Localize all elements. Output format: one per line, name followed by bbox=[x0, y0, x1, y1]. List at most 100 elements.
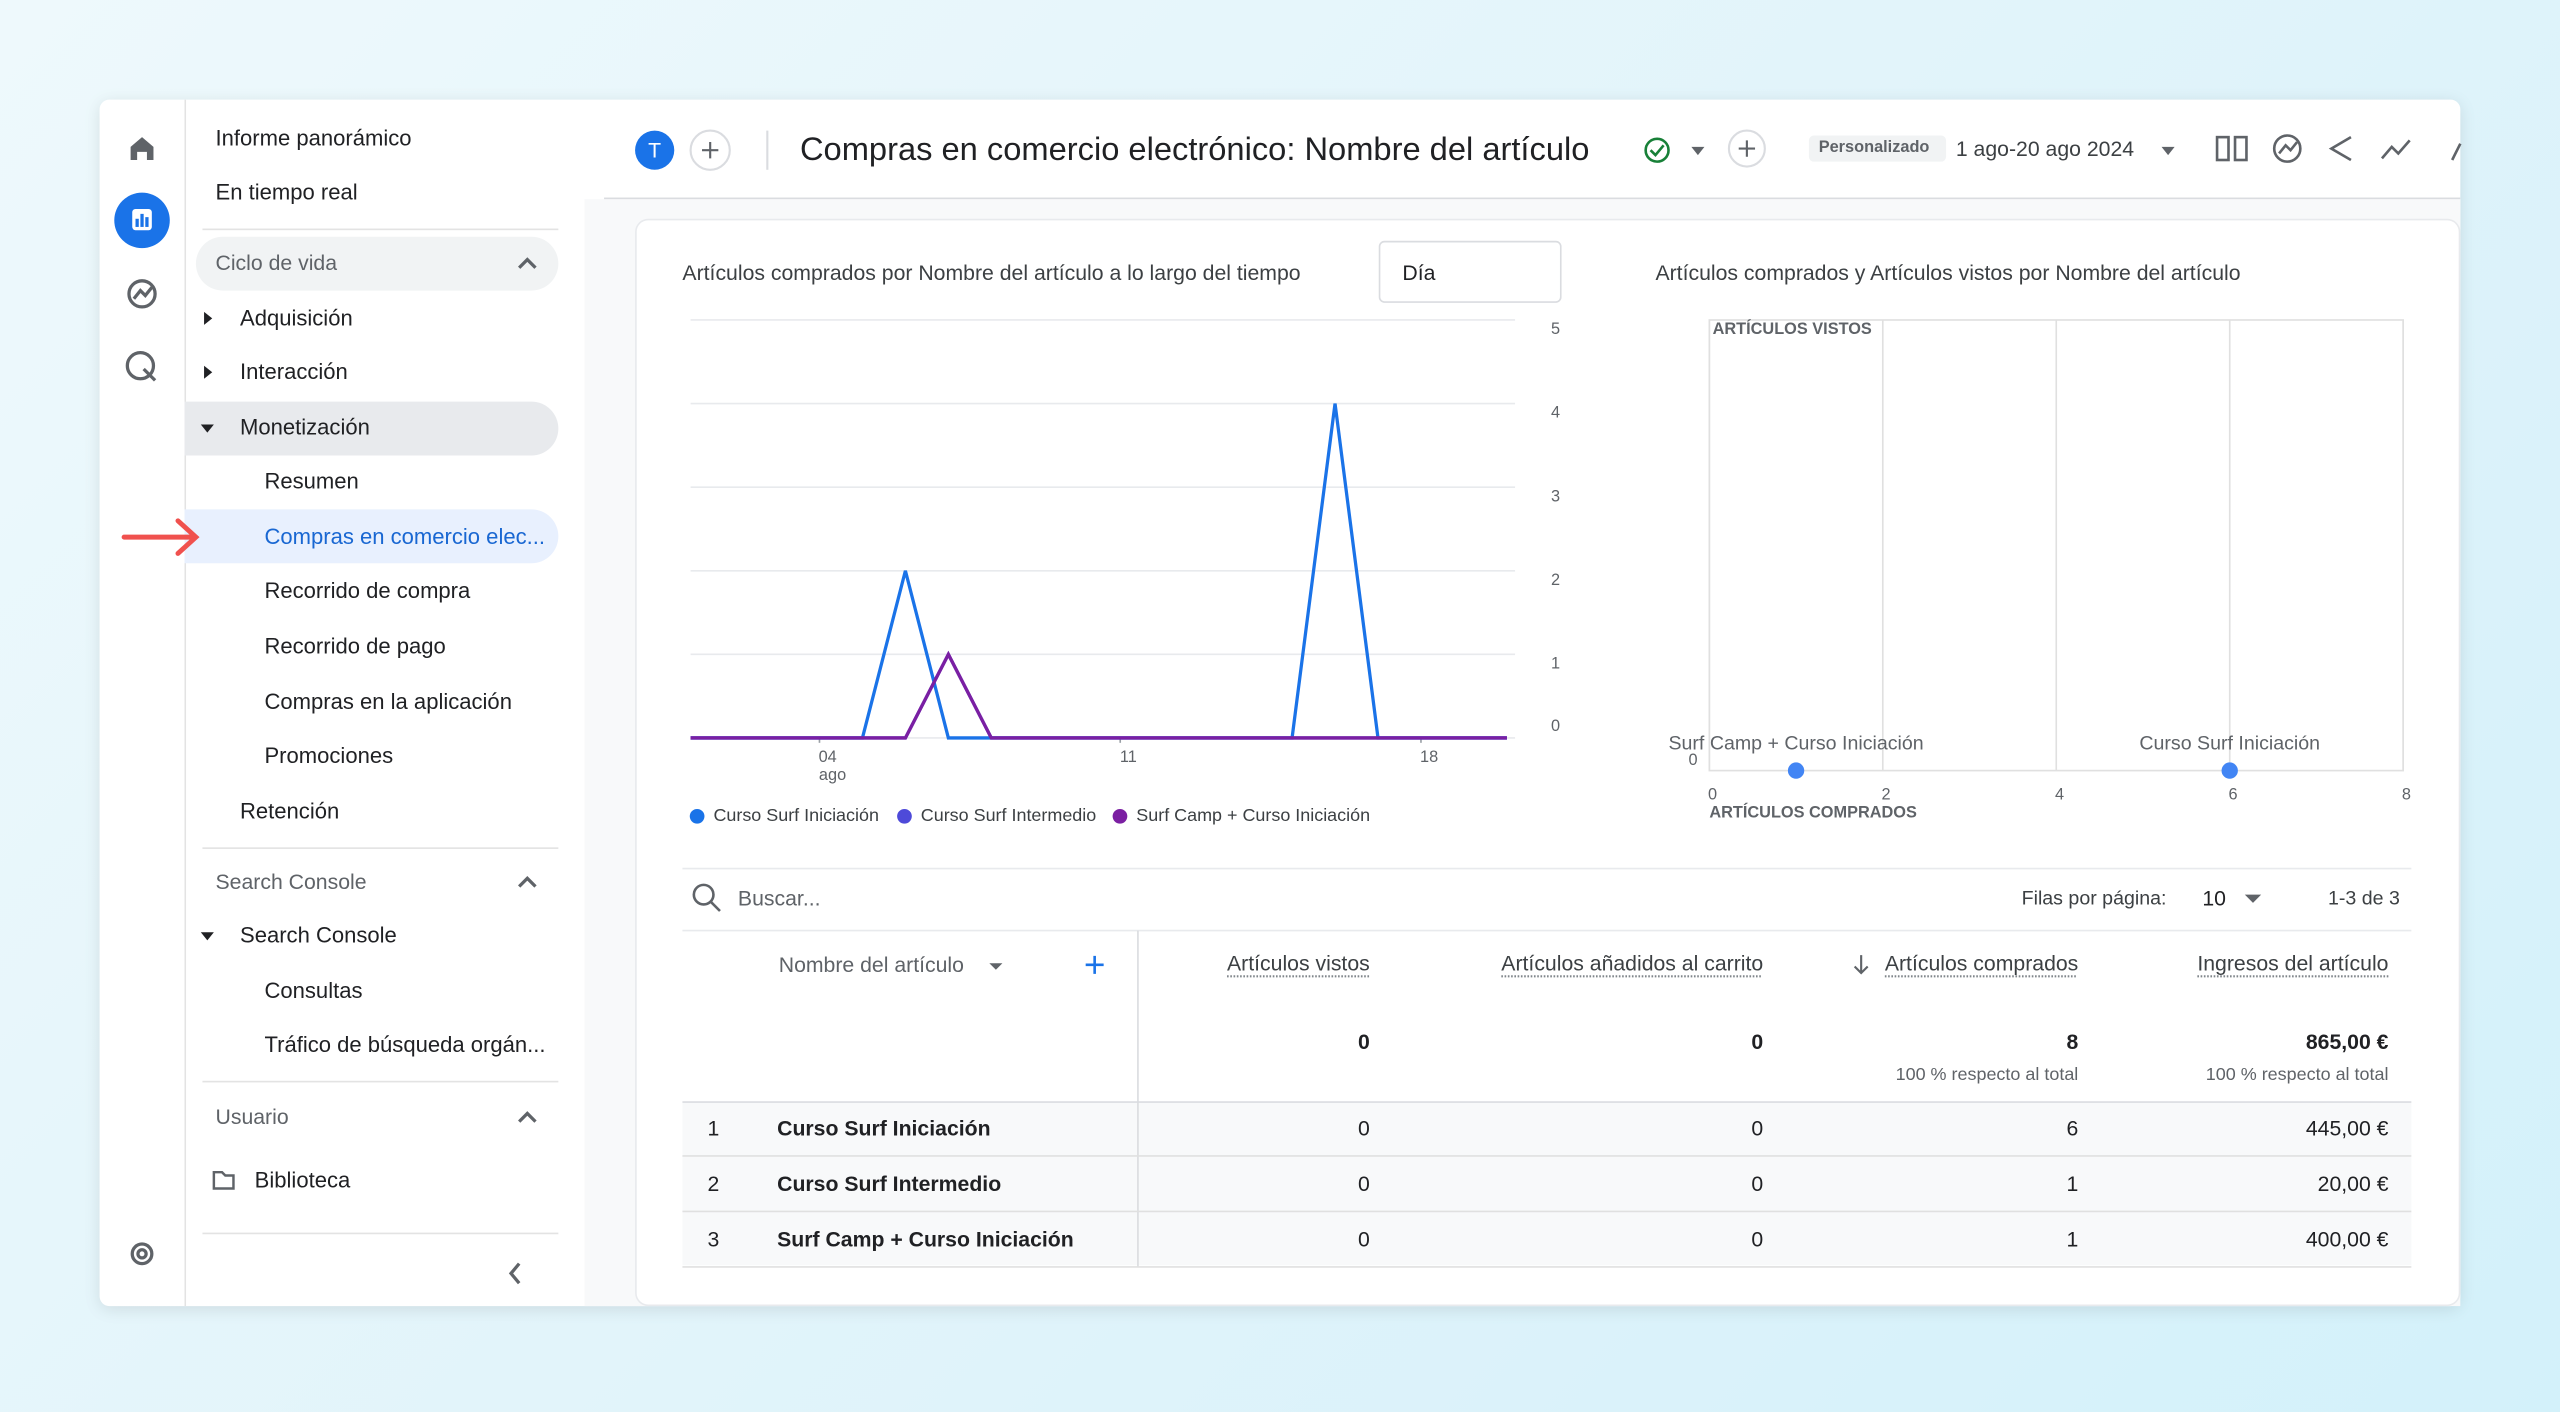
compare-icon[interactable] bbox=[2215, 135, 2230, 162]
legend-label: Curso Surf Iniciación bbox=[713, 805, 879, 825]
avatar[interactable] bbox=[635, 130, 675, 170]
check-icon[interactable] bbox=[1644, 137, 1670, 163]
nav-item[interactable]: Ciclo de vida bbox=[215, 250, 338, 276]
home-icon[interactable] bbox=[130, 137, 154, 160]
cell-value: 0 bbox=[1357, 1226, 1370, 1252]
add-dimension[interactable] bbox=[1085, 955, 1104, 974]
insights-glyph bbox=[2278, 141, 2299, 155]
dropdown-arrow[interactable] bbox=[2161, 146, 2175, 156]
item-name[interactable]: Surf Camp + Curso Iniciación bbox=[777, 1226, 1074, 1252]
cell-value: 1 bbox=[2066, 1226, 2079, 1252]
compare-icon bbox=[2233, 135, 2248, 162]
column-header[interactable]: Artículos vistos bbox=[1227, 950, 1370, 976]
nav-item[interactable]: Search Console bbox=[215, 869, 367, 894]
add-comparison[interactable] bbox=[1727, 129, 1766, 168]
avatar-initial[interactable]: T bbox=[648, 137, 662, 163]
collapse-icon[interactable] bbox=[508, 1262, 521, 1285]
search-icon[interactable] bbox=[692, 883, 715, 906]
y-tick-label: 3 bbox=[1551, 487, 1560, 505]
nav-item[interactable]: Monetización bbox=[239, 415, 370, 440]
series-line bbox=[690, 650, 1507, 740]
advertising-glyph bbox=[142, 367, 157, 382]
nav-item[interactable]: Interacción bbox=[239, 359, 348, 385]
nav-item[interactable]: Recorrido de pago bbox=[264, 633, 446, 659]
nav-item[interactable]: Search Console bbox=[239, 922, 397, 948]
reports-glyph bbox=[140, 213, 144, 227]
nav-item[interactable]: Resumen bbox=[264, 468, 359, 494]
x-tick-label: 2 bbox=[1882, 785, 1891, 803]
y-tick-label: 2 bbox=[1551, 571, 1560, 589]
active-pill[interactable] bbox=[184, 509, 559, 564]
nav-item[interactable]: Usuario bbox=[215, 1104, 289, 1129]
column-header[interactable]: Nombre del artículo bbox=[778, 952, 964, 978]
settings-icon[interactable] bbox=[130, 1242, 154, 1266]
sort-arrow[interactable] bbox=[1853, 955, 1869, 975]
rows-per-page-value[interactable]: 10 bbox=[2202, 885, 2226, 911]
column-header[interactable]: Artículos añadidos al carrito bbox=[1501, 950, 1764, 976]
x-tick-label: 0 bbox=[1708, 785, 1717, 803]
cell-value: 400,00 € bbox=[2305, 1226, 2389, 1252]
point-label: Surf Camp + Curso Iniciación bbox=[1668, 733, 1923, 755]
pointer-arrow bbox=[121, 518, 200, 556]
nav-item[interactable]: Compras en comercio elec... bbox=[264, 524, 546, 549]
advertising-icon[interactable] bbox=[125, 351, 156, 381]
cell-value: 445,00 € bbox=[2305, 1115, 2389, 1141]
add-button[interactable] bbox=[689, 129, 731, 171]
search-input[interactable]: Buscar... bbox=[737, 885, 821, 911]
nav-item[interactable]: Retención bbox=[239, 798, 340, 824]
date-badge: Personalizado bbox=[1818, 138, 1930, 157]
add-glyph bbox=[1738, 140, 1756, 157]
reports-glyph bbox=[135, 218, 139, 227]
x-tick-label: 18 bbox=[1420, 748, 1438, 766]
collapse-arrow[interactable] bbox=[200, 424, 214, 433]
dropdown-arrow[interactable] bbox=[989, 963, 1003, 970]
cell-value: 6 bbox=[2066, 1115, 2079, 1141]
sidebar-divider bbox=[202, 1232, 559, 1235]
share-icon[interactable] bbox=[2328, 136, 2352, 162]
nav-item[interactable]: Promociones bbox=[264, 743, 394, 768]
nav-item[interactable]: Informe panorámico bbox=[215, 126, 412, 151]
nav-item[interactable]: Consultas bbox=[264, 978, 363, 1003]
edit-icon[interactable] bbox=[2450, 143, 2462, 161]
item-name[interactable]: Curso Surf Iniciación bbox=[777, 1115, 991, 1141]
date-range[interactable]: 1 ago-20 ago 2024 bbox=[1955, 136, 2135, 161]
cell-value: 0 bbox=[1357, 1171, 1370, 1196]
monetization-pill[interactable] bbox=[184, 401, 559, 456]
y-tick-label: 0 bbox=[1551, 717, 1560, 735]
chevron-up[interactable] bbox=[518, 257, 537, 269]
nav-item[interactable]: En tiempo real bbox=[215, 179, 358, 205]
pagination-range: 1-3 de 3 bbox=[2328, 886, 2400, 910]
column-header[interactable]: Ingresos del artículo bbox=[2197, 950, 2389, 976]
total-value: 0 bbox=[1751, 1029, 1764, 1054]
lifecycle-pill[interactable] bbox=[195, 236, 559, 291]
scatter-point bbox=[2221, 762, 2238, 779]
y-tick-label: 4 bbox=[1551, 404, 1560, 422]
item-name[interactable]: Curso Surf Intermedio bbox=[777, 1171, 1002, 1196]
nav-item[interactable]: Biblioteca bbox=[254, 1167, 351, 1193]
table-row-bg bbox=[682, 1102, 2412, 1266]
legend-swatch bbox=[689, 808, 705, 824]
chevron-up[interactable] bbox=[518, 1111, 537, 1123]
expand-arrow[interactable] bbox=[204, 365, 213, 379]
nav-item[interactable]: Recorrido de compra bbox=[264, 578, 471, 603]
dropdown-arrow[interactable] bbox=[1691, 146, 1705, 156]
chevron-up[interactable] bbox=[518, 876, 537, 888]
expand-arrow[interactable] bbox=[204, 311, 213, 325]
x-tick-label: 4 bbox=[2055, 785, 2064, 803]
interval-select[interactable] bbox=[1378, 240, 1562, 303]
insights-icon[interactable] bbox=[2272, 134, 2302, 163]
dropdown-arrow[interactable] bbox=[2244, 894, 2262, 903]
nav-item[interactable]: Compras en la aplicación bbox=[264, 689, 512, 714]
collapse-arrow[interactable] bbox=[200, 932, 214, 941]
explore-icon[interactable] bbox=[127, 279, 157, 309]
nav-item[interactable]: Adquisición bbox=[239, 305, 353, 331]
interval-value[interactable]: Día bbox=[1402, 260, 1436, 285]
trend-icon[interactable] bbox=[2380, 139, 2411, 160]
nav-item[interactable]: Tráfico de búsqueda orgán... bbox=[264, 1032, 546, 1057]
column-header[interactable]: Artículos comprados bbox=[1884, 950, 2079, 976]
cell-value: 0 bbox=[1751, 1171, 1764, 1196]
